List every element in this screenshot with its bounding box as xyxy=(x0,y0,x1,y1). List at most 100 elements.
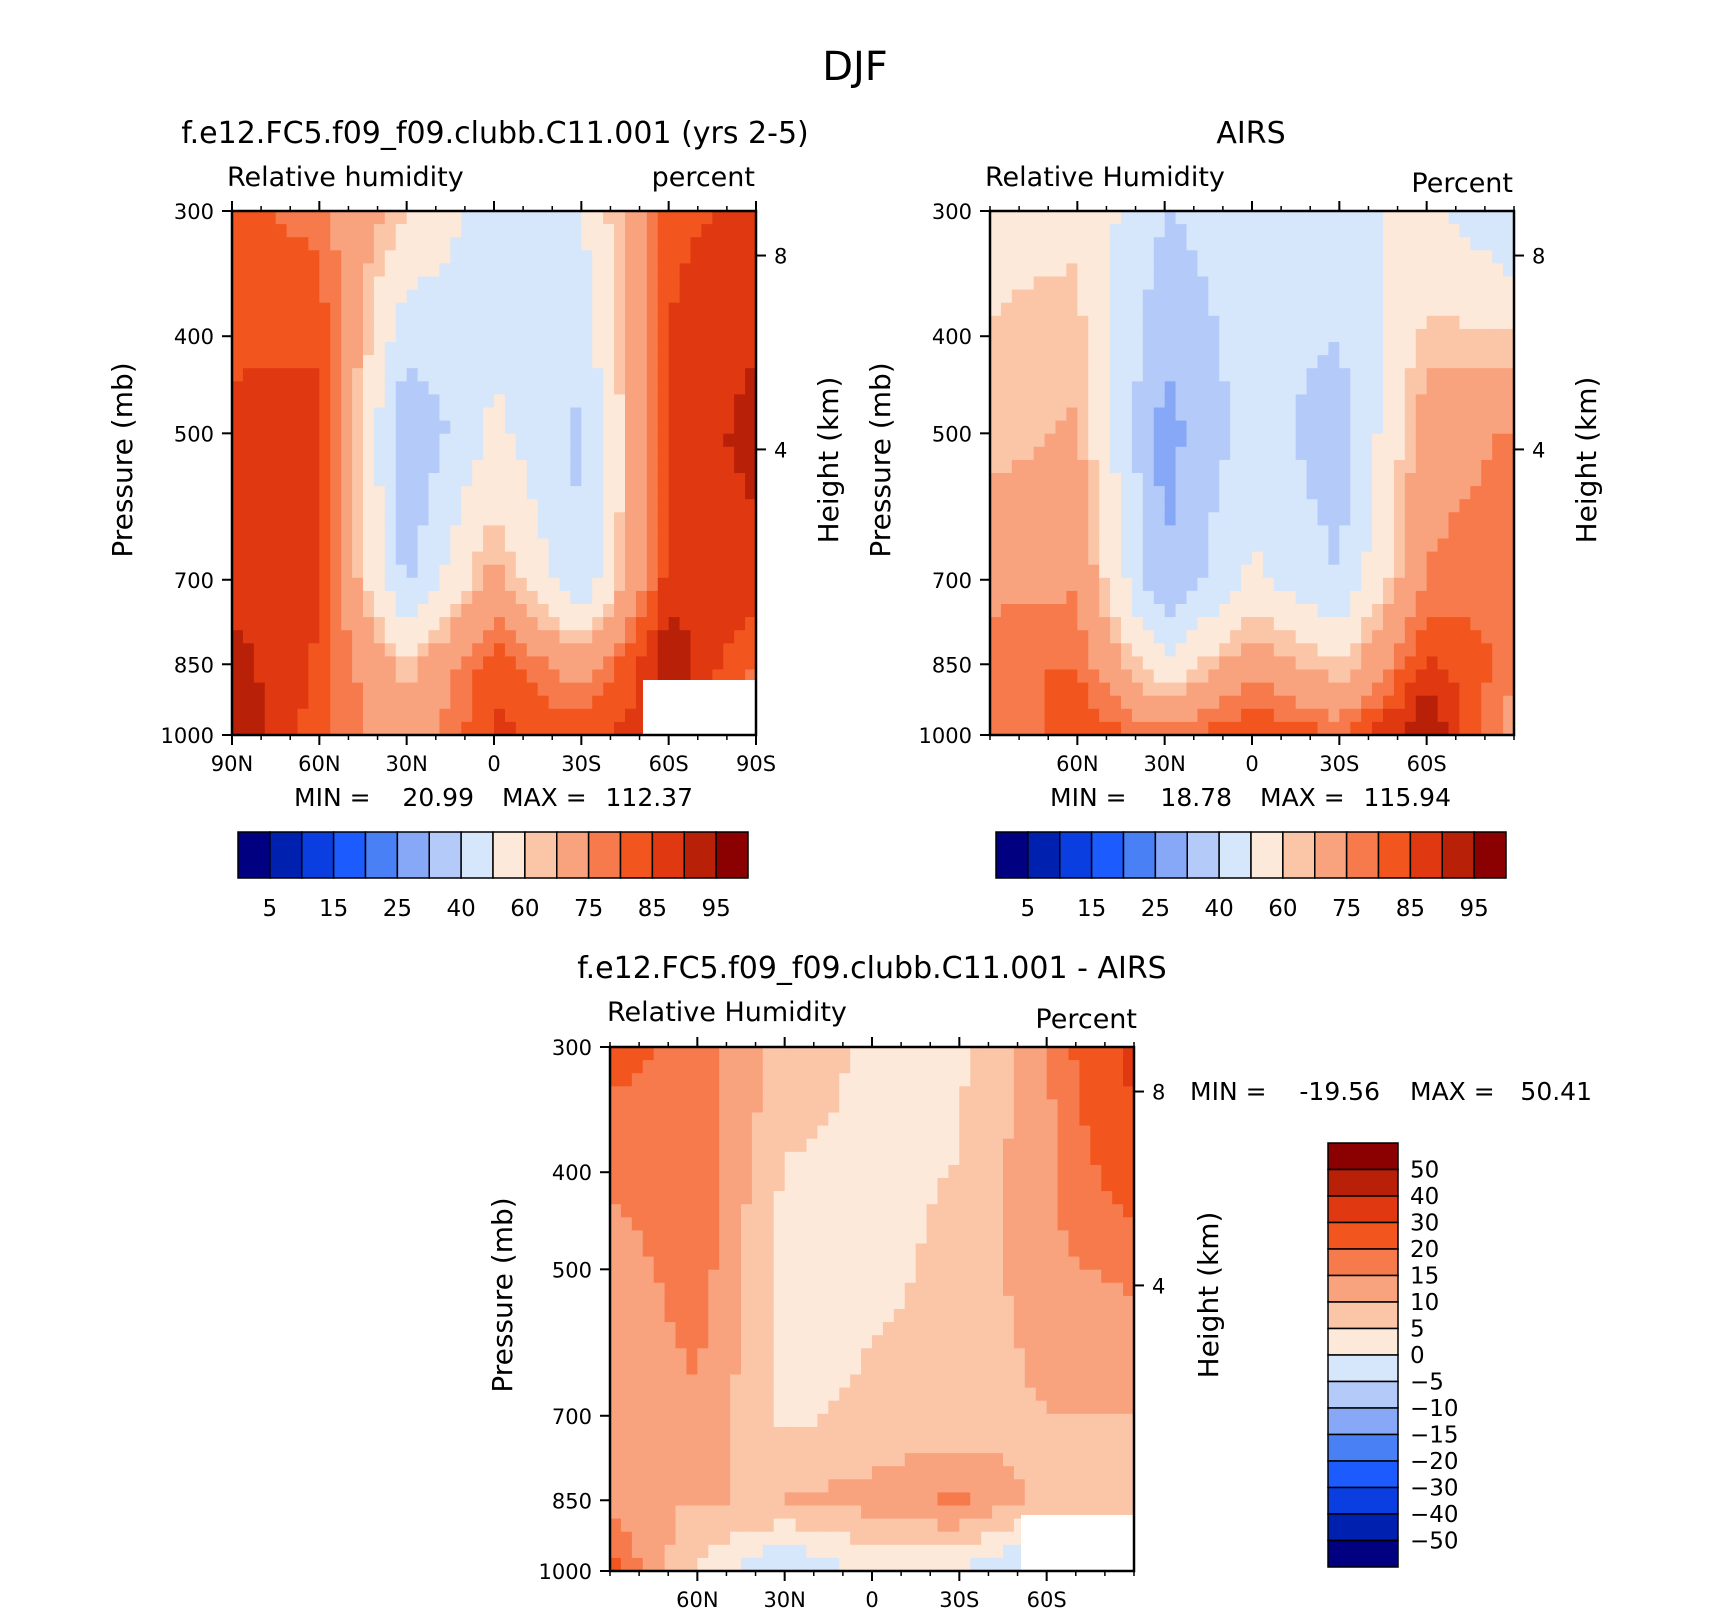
contour-cell xyxy=(861,1112,873,1127)
contour-cell xyxy=(990,250,1002,264)
contour-cell xyxy=(483,342,495,356)
contour-cell xyxy=(581,590,593,605)
contour-cell xyxy=(1492,407,1504,422)
contour-cell xyxy=(1284,577,1297,592)
contour-cell xyxy=(1273,355,1286,369)
colorbar-box xyxy=(587,831,622,879)
contour-cell xyxy=(806,1125,819,1140)
contour-cell xyxy=(828,1204,840,1218)
contour-cell xyxy=(1350,577,1362,592)
contour-cell xyxy=(723,473,735,487)
contour-cell xyxy=(730,1073,742,1087)
contour-cell xyxy=(690,342,703,356)
contour-cell xyxy=(352,224,364,238)
contour-cell xyxy=(1328,617,1340,631)
contour-cell xyxy=(1503,669,1515,684)
contour-cell xyxy=(653,1086,666,1100)
contour-cell xyxy=(264,315,277,330)
contour-cell xyxy=(1033,708,1046,723)
contour-cell xyxy=(406,708,419,723)
contour-cell xyxy=(308,394,320,409)
contour-cell xyxy=(570,420,582,435)
contour-cell xyxy=(352,459,364,474)
contour-cell xyxy=(406,499,419,513)
contour-cell xyxy=(603,538,615,553)
contour-cell xyxy=(242,237,255,251)
contour-cell xyxy=(1131,695,1144,710)
contour-cell xyxy=(686,1230,698,1245)
contour-cell xyxy=(1372,446,1384,461)
contour-cell xyxy=(679,368,692,382)
contour-cell xyxy=(701,590,713,605)
contour-cell xyxy=(1164,368,1177,382)
contour-cell xyxy=(1088,656,1100,671)
contour-cell xyxy=(657,617,670,631)
contour-cell xyxy=(1295,564,1308,579)
contour-cell xyxy=(548,682,561,697)
contour-cell xyxy=(1066,486,1078,500)
contour-cell xyxy=(1448,224,1461,238)
contour-cell xyxy=(1175,328,1188,343)
contour-cell xyxy=(461,302,473,317)
contour-cell xyxy=(494,590,506,605)
contour-cell xyxy=(603,328,615,343)
contour-cell xyxy=(723,564,735,579)
contour-cell xyxy=(1350,473,1362,487)
contour-cell xyxy=(1022,315,1035,330)
contour-cell xyxy=(330,512,342,526)
contour-cell xyxy=(668,525,681,540)
contour-cell xyxy=(1262,669,1275,684)
contour-cell xyxy=(1011,263,1024,278)
contour-cell xyxy=(850,1413,862,1428)
contour-cell xyxy=(635,446,648,461)
contour-cell xyxy=(439,551,451,566)
contour-cell xyxy=(373,617,386,631)
contour-cell xyxy=(712,473,724,487)
contour-cell xyxy=(1142,407,1155,422)
contour-cell xyxy=(784,1387,797,1402)
contour-cell xyxy=(242,263,255,278)
contour-cell xyxy=(570,237,582,251)
contour-cell xyxy=(341,682,353,697)
contour-cell xyxy=(275,695,288,710)
contour-field xyxy=(990,211,1515,736)
contour-cell xyxy=(1492,263,1504,278)
contour-cell xyxy=(675,1243,688,1258)
contour-cell xyxy=(581,630,593,644)
contour-cell xyxy=(548,224,561,238)
contour-cell xyxy=(1241,643,1253,657)
contour-cell xyxy=(1164,433,1177,448)
contour-cell xyxy=(494,669,506,684)
contour-cell xyxy=(1284,538,1297,553)
contour-cell xyxy=(363,656,375,671)
contour-cell xyxy=(646,617,659,631)
contour-cell xyxy=(373,643,386,657)
contour-cell xyxy=(1295,394,1308,409)
contour-cell xyxy=(1110,577,1122,592)
contour-cell xyxy=(504,643,517,657)
contour-cell xyxy=(1383,315,1395,330)
contour-cell xyxy=(646,433,659,448)
contour-cell xyxy=(1492,368,1504,382)
contour-cell xyxy=(610,1361,622,1376)
contour-cell xyxy=(297,368,310,382)
contour-cell xyxy=(504,302,517,317)
contour-cell xyxy=(504,473,517,487)
contour-cell xyxy=(1459,263,1471,278)
contour-cell xyxy=(1383,564,1395,579)
contour-cell xyxy=(657,577,670,592)
contour-cell xyxy=(395,420,408,435)
contour-cell xyxy=(686,1348,698,1362)
contour-cell xyxy=(751,1191,764,1205)
contour-cell xyxy=(850,1440,862,1454)
contour-cell xyxy=(275,368,288,382)
contour-cell xyxy=(352,342,364,356)
contour-cell xyxy=(625,512,637,526)
contour-cell xyxy=(1262,682,1275,697)
contour-cell xyxy=(1197,224,1209,238)
contour-cell xyxy=(515,708,528,723)
contour-cell xyxy=(1066,394,1078,409)
contour-cell xyxy=(330,538,342,553)
contour-cell xyxy=(1241,590,1253,605)
contour-cell xyxy=(1219,499,1231,513)
